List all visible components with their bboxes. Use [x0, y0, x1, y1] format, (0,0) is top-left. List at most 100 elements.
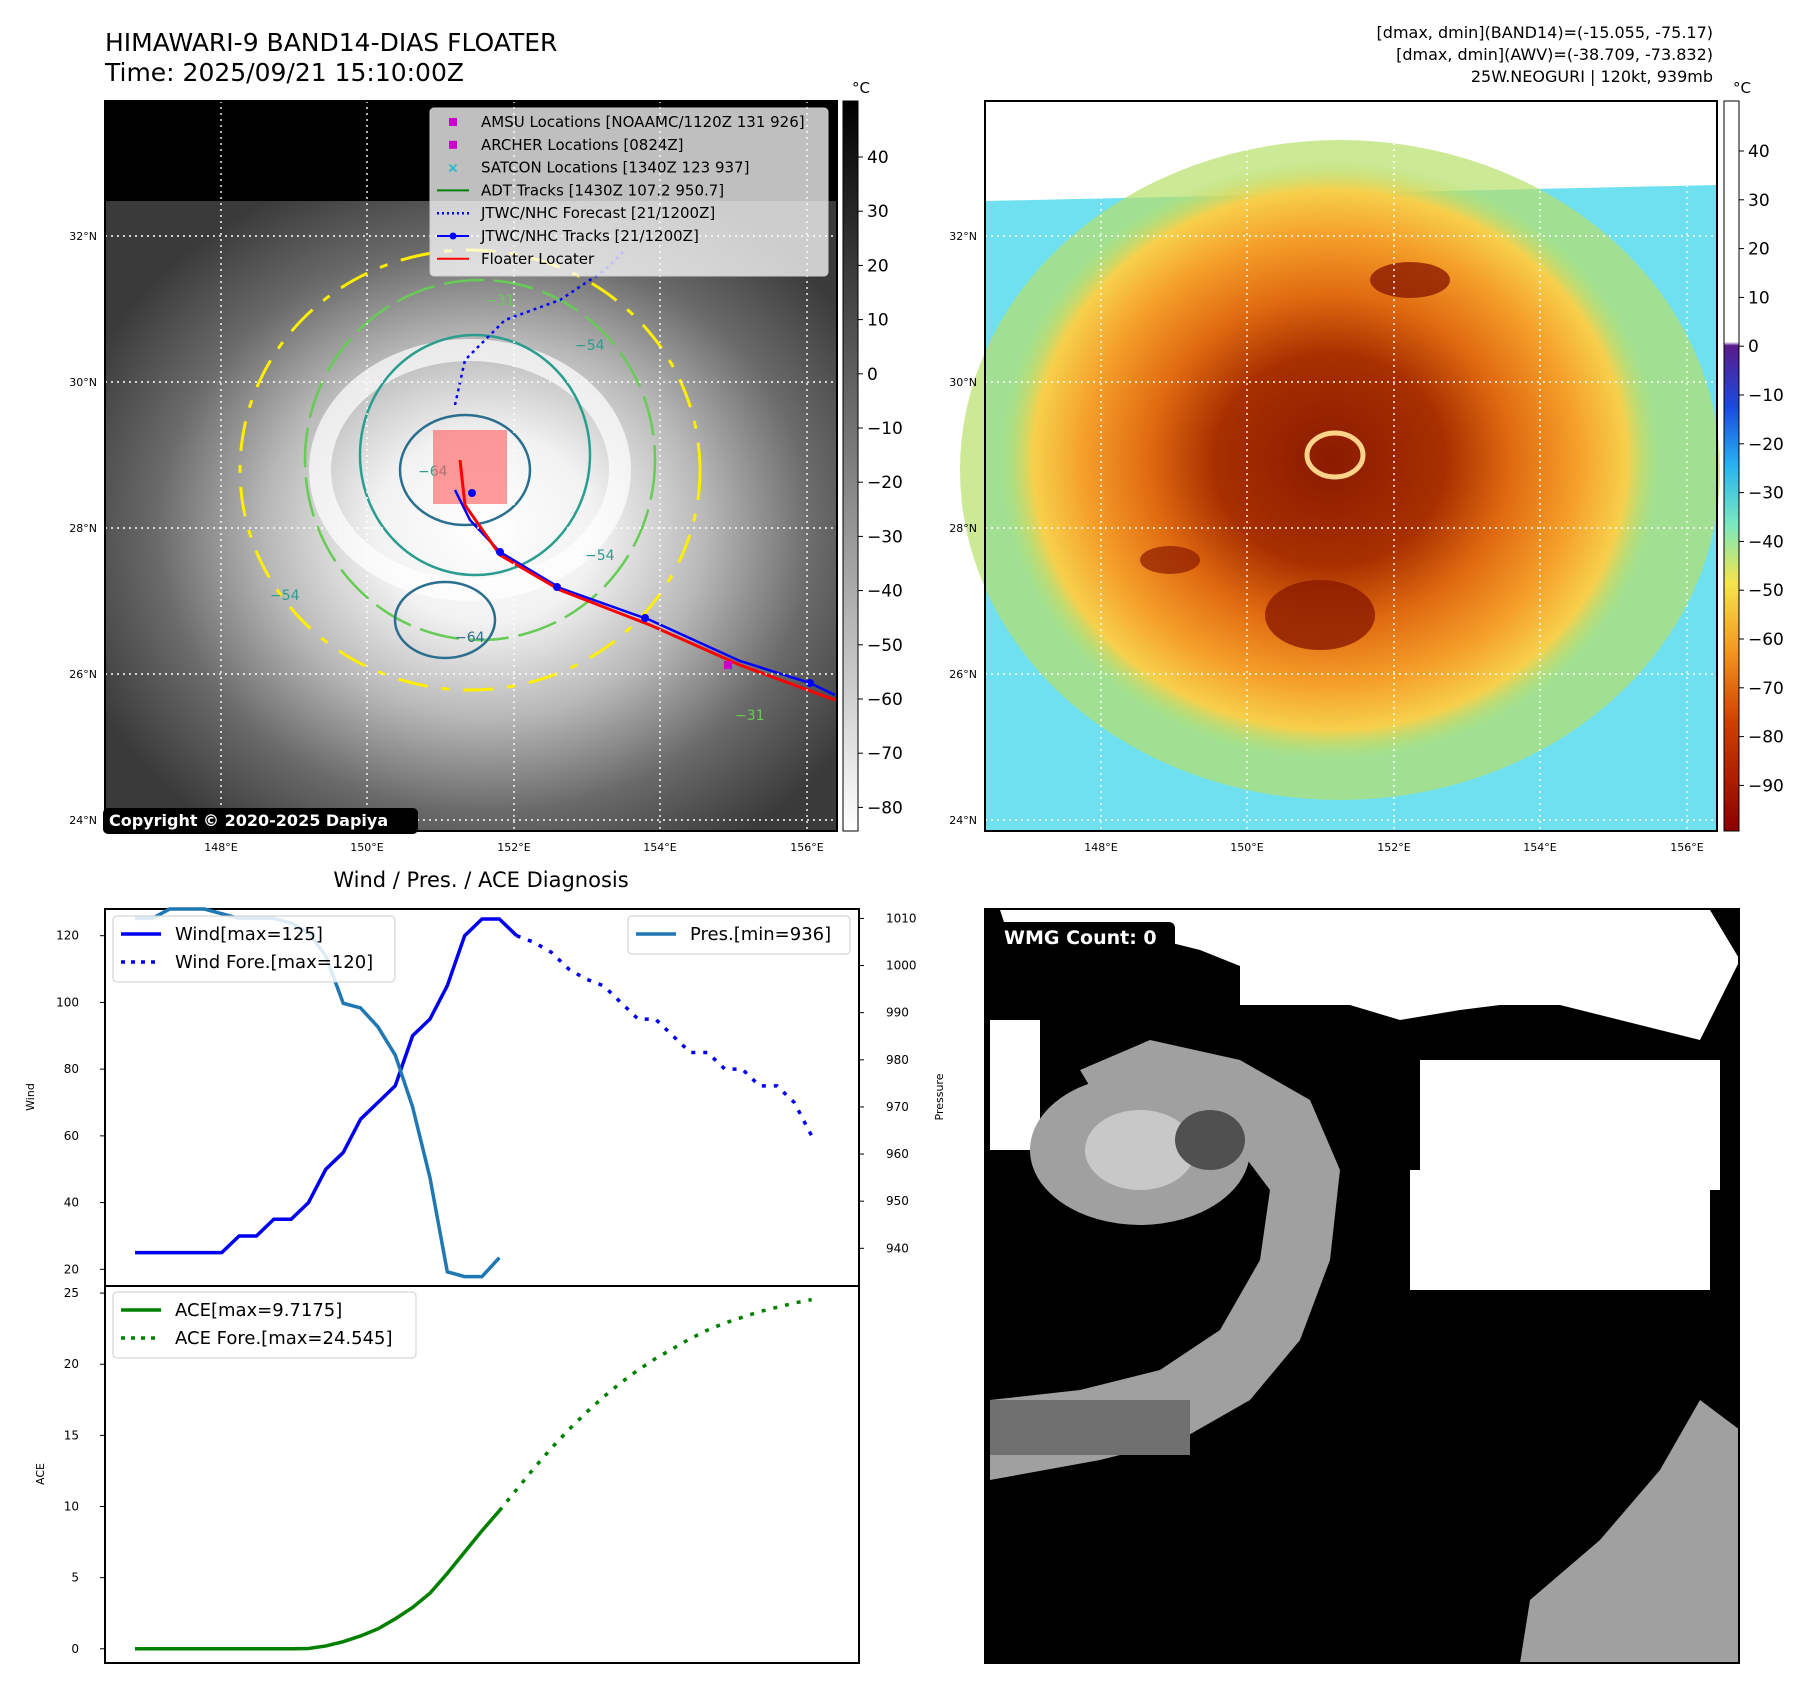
ir-cloud-band — [309, 339, 631, 601]
legend-label: ADT Tracks [1430Z 107.2 950.7] — [481, 181, 724, 199]
colorbar-tick-label: 10 — [1748, 288, 1770, 308]
legend-label: Wind Fore.[max=120] — [175, 952, 373, 973]
y-tick-label: 20 — [64, 1262, 79, 1276]
wmg-clear-block — [1420, 1060, 1720, 1190]
jtwc-track-point — [468, 489, 476, 497]
ir-panel: −31 −54 −64 −64 −54 −31 −54 AMSU Locatio… — [103, 100, 838, 834]
ace-legend-box — [112, 1291, 417, 1359]
colorbar-tick-label: 20 — [1748, 240, 1770, 260]
y-tick-label: 15 — [64, 1428, 79, 1442]
wmg-gray-region — [1520, 1400, 1740, 1663]
pressure-legend: Pres.[min=936] — [627, 915, 851, 955]
legend-label: ACE Fore.[max=24.545] — [175, 1328, 393, 1349]
awv-core-blob — [1140, 546, 1200, 574]
ir-contour-teal — [358, 333, 592, 577]
ace-chart-frame — [104, 1285, 860, 1664]
colorbar-tick-label: 10 — [867, 311, 889, 331]
ir-colorbar-unit: °C — [852, 79, 870, 97]
wmg-panel: WMG Count: 0 — [984, 908, 1740, 1664]
lon-tick-label: 154°E — [1523, 841, 1556, 854]
colorbar-tick-label: −80 — [1748, 728, 1784, 748]
series-line-1 — [516, 934, 814, 1137]
ir-contour-label: −31 — [735, 708, 765, 724]
colorbar-tick-label: −40 — [867, 582, 903, 602]
colorbar-tick-label: 20 — [867, 256, 889, 276]
wmg-clear-block — [990, 1020, 1040, 1150]
lon-tick-label: 156°E — [790, 841, 823, 854]
y-tick-label: 10 — [64, 1500, 79, 1514]
jtwc-track-point — [806, 679, 814, 687]
ir-contour-green — [303, 278, 657, 642]
wmg-count-badge — [996, 922, 1175, 952]
pressure-axis-label: Pressure — [933, 1073, 946, 1120]
lat-tick-label: 28°N — [949, 522, 977, 535]
lon-tick-label: 156°E — [1670, 841, 1703, 854]
pressure-legend-box — [627, 915, 851, 955]
wind-legend: Wind[max=125] Wind Fore.[max=120] — [112, 915, 396, 983]
legend-label: ACE[max=9.7175] — [175, 1300, 342, 1321]
wind-pressure-chart: 120 100 80 60 40 20 1010 1000 990 980 970 960 950 940… — [24, 907, 946, 1287]
legend-label: ARCHER Locations [0824Z] — [481, 136, 684, 154]
colorbar-tick-label: −80 — [867, 798, 903, 818]
colorbar-tick-label: 40 — [1748, 142, 1770, 162]
jtwc-track-point — [553, 583, 561, 591]
awv-storm — [1000, 160, 1660, 760]
wmg-dark-band — [990, 1400, 1190, 1455]
y-tick-label: 120 — [56, 929, 79, 943]
lon-tick-label: 152°E — [1377, 841, 1410, 854]
awv-panel — [960, 100, 1720, 832]
y-right-tick-label: 990 — [886, 1006, 909, 1020]
legend-label: Wind[max=125] — [175, 924, 323, 945]
lon-tick-label: 150°E — [350, 841, 383, 854]
colorbar-tick-label: −60 — [1748, 630, 1784, 650]
lon-tick-label: 148°E — [204, 841, 237, 854]
awv-frame — [984, 100, 1718, 832]
legend-marker-dot — [449, 232, 457, 240]
copyright-text: Copyright © 2020-2025 Dapiya — [109, 811, 388, 830]
lat-tick-label: 26°N — [69, 668, 97, 681]
y-right-tick-label: 970 — [886, 1100, 909, 1114]
colorbar-tick-label: −60 — [867, 690, 903, 710]
colorbar-tick-label: −50 — [1748, 581, 1784, 601]
wind-legend-box — [112, 915, 396, 983]
awv-core-blob — [1370, 262, 1450, 298]
ir-contour-label: −31 — [485, 293, 515, 309]
lon-tick-label: 148°E — [1084, 841, 1117, 854]
figure-title: HIMAWARI-9 BAND14-DIAS FLOATER — [105, 28, 557, 57]
colorbar-tick-label: −50 — [867, 636, 903, 656]
stats-awv: [dmax, dmin](AWV)=(-38.709, -73.832) — [1396, 45, 1713, 64]
awv-colorbar — [1723, 100, 1740, 832]
legend-marker: × — [447, 161, 459, 177]
wmg-spiral-band — [990, 1040, 1340, 1480]
colorbar-tick-label: 30 — [867, 202, 889, 222]
awv-grid — [985, 101, 1717, 831]
jtwc-track — [453, 489, 836, 697]
ir-axis-labels: 32°N 30°N 28°N 26°N 24°N 148°E 150°E 152°E 154°E… — [69, 230, 824, 854]
ace-series-line-0 — [135, 1509, 501, 1651]
y-tick-label: 0 — [71, 1642, 79, 1656]
series-line-0 — [135, 917, 518, 1255]
colorbar-tick-label: −10 — [1748, 386, 1784, 406]
y-right-tick-label: 950 — [886, 1194, 909, 1208]
colorbar-tick-label: 40 — [867, 148, 889, 168]
colorbar-tick-label: −20 — [867, 473, 903, 493]
colorbar-tick-label: −70 — [1748, 679, 1784, 699]
y-tick-label: 5 — [71, 1571, 79, 1585]
colorbar-tick-label: −90 — [1748, 776, 1784, 796]
ir-contour-label: −54 — [585, 548, 615, 564]
y-right-tick-label: 1010 — [886, 911, 917, 925]
storm-info: 25W.NEOGURI | 120kt, 939mb — [1471, 67, 1713, 86]
lat-tick-label: 32°N — [69, 230, 97, 243]
y-right-tick-label: 940 — [886, 1241, 909, 1255]
awv-colorbar-ticks: 40 30 20 10 0 −10 −20 −30 −40 −50 −60 −70 −80 −90 — [1739, 142, 1784, 796]
colorbar-tick-label: −20 — [1748, 435, 1784, 455]
legend-label: JTWC/NHC Tracks [21/1200Z] — [480, 227, 699, 245]
jtwc-track-point — [641, 614, 649, 622]
awv-colorbar-unit: °C — [1733, 79, 1751, 97]
colorbar-tick-label: −30 — [1748, 484, 1784, 504]
lat-tick-label: 24°N — [949, 814, 977, 827]
y-tick-label: 25 — [64, 1286, 79, 1300]
ir-colorbar-ticks: 40 30 20 10 0 −10 −20 −30 −40 −50 −60 −70 −80 — [858, 148, 903, 818]
wmg-core-dark — [1175, 1110, 1245, 1170]
